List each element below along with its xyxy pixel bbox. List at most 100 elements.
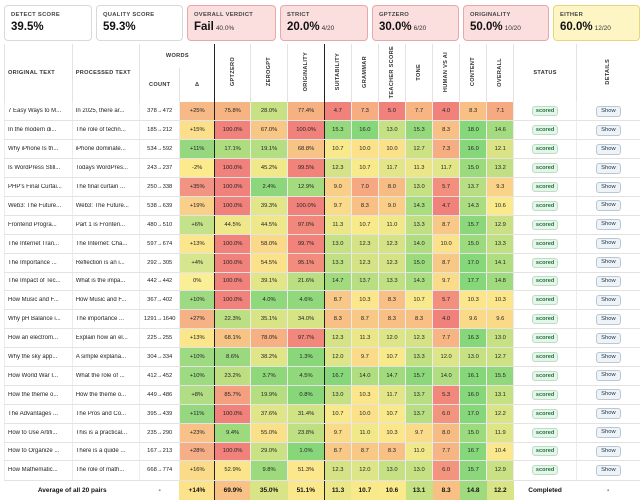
original-text-cell[interactable]: How to Use Artifi... [4,423,73,443]
original-text-cell[interactable]: Why the sky app... [4,347,73,367]
table-row[interactable]: Why the sky app... A simple explana... 304… [4,347,640,367]
original-text-cell[interactable]: The Advantages ... [4,404,73,424]
table-row[interactable]: The Importance ... Reflection is an i... 2… [4,253,640,273]
col-originality[interactable]: ORIGINALITY [287,44,325,102]
overall-score: 9.6 [486,309,514,330]
table-row[interactable]: Web3: The Future... Web3: The Future... 53… [4,196,640,216]
table-row[interactable]: In the modern di... The role of techn... 1… [4,120,640,141]
col-human-vs-ai[interactable]: HUMAN VS AI [432,44,460,102]
grammar-score: 8.3 [350,196,379,216]
col-zerogpt[interactable]: ZEROGPT [249,44,288,102]
processed-text-cell[interactable]: The final curtain ... [71,177,140,197]
col-delta[interactable]: Δ [178,68,215,102]
original-text-cell[interactable]: The Internet Tran... [4,234,73,254]
processed-text-cell[interactable]: Reflection is an i... [71,253,140,273]
show-details-button[interactable]: Show [596,445,621,457]
col-grammar[interactable]: GRAMMAR [350,44,379,102]
show-details-button[interactable]: Show [596,219,621,231]
processed-text-cell[interactable]: Explain how an el... [71,328,140,349]
content-score: 16.7 [459,442,487,462]
original-text-cell[interactable]: Why iPhone Is th... [4,139,73,160]
original-text-cell[interactable]: The Impact of Tec... [4,272,73,292]
table-row[interactable]: Frontend Progra... Part 1 is Fronten... 48… [4,215,640,235]
processed-text-cell[interactable]: In 2025, there ar... [71,102,140,122]
col-gptzero[interactable]: GPTZERO [214,44,251,102]
table-row[interactable]: Is WordPress Still... Todays WordPres... 2… [4,158,640,179]
table-row[interactable]: How Music and F... How Music and F... 367→… [4,290,640,311]
show-details-button[interactable]: Show [596,257,621,269]
processed-text-cell[interactable]: The role of techn... [71,120,140,141]
show-details-button[interactable]: Show [596,105,621,117]
table-row[interactable]: How the theme o... How the theme o... 449→… [4,385,640,405]
original-text-cell[interactable]: How World War I... [4,366,73,386]
show-details-button[interactable]: Show [596,464,621,476]
table-row[interactable]: How World War I... What the role of ... 41… [4,366,640,386]
show-details-button[interactable]: Show [596,351,621,363]
show-details-button[interactable]: Show [596,408,621,420]
table-row[interactable]: The Impact of Tec... What is the impa... 4… [4,272,640,292]
col-teacher-score[interactable]: TEACHER SCORE [377,44,406,102]
processed-text-cell[interactable]: The importance ... [71,309,140,330]
processed-text-cell[interactable]: A simple explana... [71,347,140,367]
table-row[interactable]: 7 Easy Ways to M... In 2025, there ar... 3… [4,102,640,122]
processed-text-cell[interactable]: Web3: The Future... [71,196,140,216]
table-row[interactable]: How Mathematic... The role of math... 668→… [4,460,640,481]
table-row[interactable]: Why pH Balance i... The importance ... 129… [4,309,640,330]
processed-text-cell[interactable]: iPhone dominate... [71,139,140,160]
original-text-cell[interactable]: PHP's Final Curtai... [4,177,73,197]
original-text-cell[interactable]: Frontend Progra... [4,215,73,235]
show-details-button[interactable]: Show [596,143,621,155]
original-text-cell[interactable]: How an electrom... [4,328,73,349]
processed-text-cell[interactable]: Todays WordPres... [71,158,140,179]
table-row[interactable]: The Advantages ... The Pros and Co... 395→… [4,404,640,424]
show-details-button[interactable]: Show [596,294,621,306]
table-row[interactable]: How to Use Artifi... This is a practical.… [4,423,640,443]
table-row[interactable]: PHP's Final Curtai... The final curtain .… [4,177,640,197]
col-count[interactable]: COUNT [139,68,180,102]
col-details[interactable]: DETAILS [575,44,640,102]
processed-text-cell[interactable]: The Internet: Cha... [71,234,140,254]
show-details-button[interactable]: Show [596,370,621,382]
processed-text-cell[interactable]: How Music and F... [71,290,140,311]
processed-text-cell[interactable]: Part 1 is Fronten... [71,215,140,235]
original-text-cell[interactable]: The Importance ... [4,253,73,273]
processed-text-cell[interactable]: The role of math... [71,460,140,481]
original-text-cell[interactable]: Web3: The Future... [4,196,73,216]
show-details-button[interactable]: Show [596,238,621,250]
col-suitability[interactable]: SUITABILITY [323,44,352,102]
original-text-cell[interactable]: How Mathematic... [4,460,73,481]
col-tone[interactable]: TONE [404,44,433,102]
overall-score: 12.7 [486,347,514,367]
processed-text-cell[interactable]: The Pros and Co... [71,404,140,424]
processed-text-cell[interactable]: What the role of ... [71,366,140,386]
show-details-button[interactable]: Show [596,389,621,401]
processed-text-cell[interactable]: How the theme o... [71,385,140,405]
show-details-button[interactable]: Show [596,124,621,136]
original-text-cell[interactable]: How Music and F... [4,290,73,311]
table-row[interactable]: How an electrom... Explain how an el... 22… [4,328,640,349]
original-text-cell[interactable]: How the theme o... [4,385,73,405]
table-row[interactable]: Why iPhone Is th... iPhone dominate... 534… [4,139,640,160]
show-details-button[interactable]: Show [596,200,621,212]
original-text-cell[interactable]: 7 Easy Ways to M... [4,102,73,122]
show-details-button[interactable]: Show [596,332,621,344]
col-original-text[interactable]: ORIGINAL TEXT [4,44,73,102]
col-status[interactable]: STATUS [513,44,577,102]
table-row[interactable]: How to Organize ... There is a quide ... 1… [4,442,640,462]
processed-text-cell[interactable]: There is a quide ... [71,442,140,462]
show-details-button[interactable]: Show [596,313,621,325]
col-content[interactable]: CONTENT [459,44,487,102]
col-overall[interactable]: OVERALL [486,44,514,102]
original-text-cell[interactable]: Is WordPress Still... [4,158,73,179]
original-text-cell[interactable]: How to Organize ... [4,442,73,462]
show-details-button[interactable]: Show [596,427,621,439]
col-processed-text[interactable]: PROCESSED TEXT [71,44,140,102]
processed-text-cell[interactable]: This is a practical... [71,423,140,443]
original-text-cell[interactable]: Why pH Balance i... [4,309,73,330]
show-details-button[interactable]: Show [596,181,621,193]
table-row[interactable]: The Internet Tran... The Internet: Cha...… [4,234,640,254]
show-details-button[interactable]: Show [596,162,621,174]
processed-text-cell[interactable]: What is the impa... [71,272,140,292]
original-text-cell[interactable]: In the modern di... [4,120,73,141]
show-details-button[interactable]: Show [596,275,621,287]
